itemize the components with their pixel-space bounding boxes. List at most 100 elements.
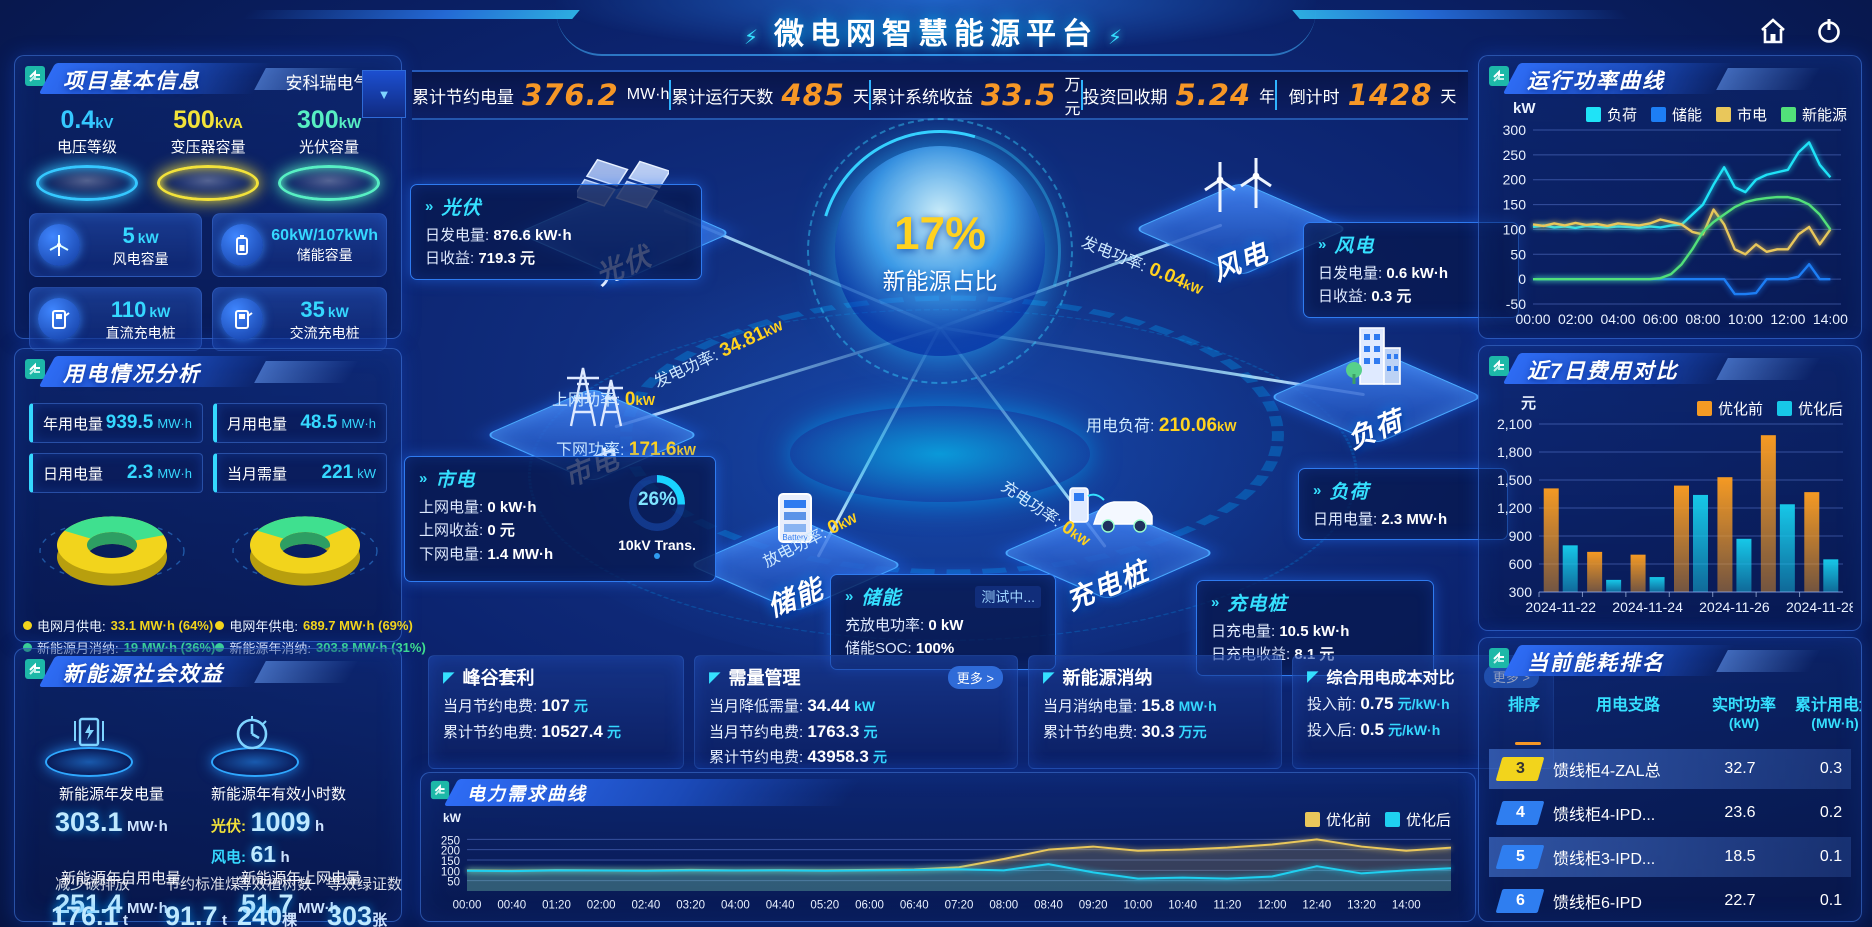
table-row[interactable]: 6 馈线柜6-IPD 22.7 0.1 xyxy=(1489,881,1851,921)
certs-value: 303张 xyxy=(327,901,388,927)
transformer-load-gauge xyxy=(629,475,685,531)
panel-social-benefit: 新能源社会效益 新能源年发电量 303.1 MW·h 新能源年有效小时数 光伏:… xyxy=(14,648,402,927)
legend-item-grid[interactable]: 市电 xyxy=(1715,104,1767,125)
renewable-share-percent: 17% xyxy=(893,207,987,259)
glow-pad xyxy=(45,747,133,777)
load-info-box: » 负荷 日用电量: 2.3 MW·h xyxy=(1298,468,1508,541)
glow-pad xyxy=(157,165,259,201)
legend-swatch xyxy=(1776,401,1792,416)
svg-text:2,100: 2,100 xyxy=(1497,416,1532,432)
transformer-label: 10kV Trans. xyxy=(618,537,696,553)
month-demand-chip: 当月需量 221 kW xyxy=(213,453,387,493)
ac-charger-card: 35 kW 交流充电桩 xyxy=(212,287,387,351)
legend-item-after[interactable]: 优化后 xyxy=(1384,809,1451,830)
node-charger[interactable]: 充电桩 xyxy=(1000,474,1216,629)
energy-flow-diagram: 17% 新能源占比 光伏 风电 市电 负荷 Battery 储能 xyxy=(404,118,1519,676)
panel-corner-icon xyxy=(429,779,451,806)
year-usage-chip: 年用电量 939.5 MW·h xyxy=(29,403,203,443)
legend-swatch xyxy=(1715,107,1731,122)
svg-text:04:00: 04:00 xyxy=(1600,311,1635,327)
header-band-right xyxy=(1292,10,1630,19)
panel-usage-analysis: 用电情况分析 年用电量 939.5 MW·h 月用电量 48.5 MW·h 日用电量 2.… xyxy=(14,348,426,656)
legend-item-load[interactable]: 负荷 xyxy=(1585,104,1637,125)
svg-text:02:00: 02:00 xyxy=(587,900,616,912)
svg-text:100: 100 xyxy=(1503,221,1527,237)
runpower-panel-title: 运行功率曲线 xyxy=(1527,70,1665,93)
flow-feedin-power: 上网功率: 0kW xyxy=(552,389,655,410)
legend-item-storage[interactable]: 储能 xyxy=(1650,104,1702,125)
legend-item-after[interactable]: 优化后 xyxy=(1776,398,1843,419)
dc-charger-card: 110 kW 直流充电桩 xyxy=(29,287,203,351)
hours-label: 新能源年有效小时数 xyxy=(211,786,347,803)
center-pedestal xyxy=(790,406,1090,502)
svg-text:09:20: 09:20 xyxy=(1079,900,1108,912)
legend-swatch xyxy=(1585,107,1601,122)
pv-info-box: » 光伏 日发电量: 876.6 kW·h 日收益: 719.3 元 xyxy=(410,184,702,280)
svg-text:600: 600 xyxy=(1509,556,1533,572)
node-wind[interactable]: 风电 xyxy=(1133,150,1349,305)
col-energy: 累计用电量(MW·h) xyxy=(1794,697,1861,732)
svg-text:14:00: 14:00 xyxy=(1813,311,1848,327)
demand-panel-header: 电力需求曲线 xyxy=(427,777,1469,809)
demand-chart: 250 200 150 100 50 00:00 00:40 01:20 02:00 02:40 0… xyxy=(431,823,1465,920)
panel-header-streak xyxy=(1715,650,1820,672)
legend-item-before[interactable]: 优化前 xyxy=(1304,809,1371,830)
power-icon[interactable] xyxy=(1812,14,1846,48)
col-rank: 排序 xyxy=(1507,697,1540,714)
demand-management-box: ◤ 需量管理 更多 > 当月降低需量: 34.44 kW 当月节约电费: 1763.… xyxy=(694,655,1018,769)
svg-text:00:00: 00:00 xyxy=(1515,311,1550,327)
generation-icon xyxy=(67,711,111,764)
svg-text:-50: -50 xyxy=(1506,296,1526,312)
svg-text:250: 250 xyxy=(441,835,460,847)
lightning-icon: ⚡ xyxy=(1108,27,1129,49)
panel-7day-cost: 近7日费用对比 元 优化前 优化后 2,100 1,800 1,500 1,200 90… xyxy=(1478,345,1862,631)
corner-icon: ◤ xyxy=(1307,668,1319,685)
node-storage[interactable]: Battery 储能 xyxy=(688,486,904,641)
legend-swatch xyxy=(1384,812,1400,827)
panel-header-streak xyxy=(254,661,359,683)
voltage-level-pad: 0.4kV 电压等级 xyxy=(31,106,143,201)
demand-more-button[interactable]: 更多 > xyxy=(947,665,1003,689)
legend-item-before[interactable]: 优化前 xyxy=(1696,398,1763,419)
panel-header-streak xyxy=(1715,358,1820,380)
svg-text:1,500: 1,500 xyxy=(1497,472,1532,488)
wind-capacity-card: 5 kW 风电容量 xyxy=(29,213,203,277)
svg-text:2024-11-22: 2024-11-22 xyxy=(1525,599,1596,615)
renewable-share-caption: 新能源占比 xyxy=(882,268,998,294)
battery-icon xyxy=(221,224,264,266)
panel-corner-icon xyxy=(23,357,47,386)
month-donut-chart xyxy=(27,493,197,616)
battery-cabinet-icon: Battery xyxy=(755,486,835,563)
app-header: ⚡ 微电网智慧能源平台 ⚡ xyxy=(0,0,1872,58)
svg-text:13:20: 13:20 xyxy=(1347,900,1376,912)
panel-project-header: 项目基本信息 安科瑞电气▾ xyxy=(21,60,395,98)
rank-badge: 4 xyxy=(1495,800,1545,825)
kpi-countdown: 倒计时 1428 天 xyxy=(1275,78,1468,112)
coal-value: 91.7 t xyxy=(165,901,228,927)
collapse-button[interactable]: ▼ xyxy=(362,70,406,118)
table-row[interactable]: 3 馈线柜4-ZAL总 32.7 0.3 xyxy=(1489,748,1851,789)
node-grid[interactable]: 市电 xyxy=(484,356,700,511)
legend-swatch xyxy=(1780,107,1796,122)
table-row[interactable]: 4 馈线柜4-IPD... 23.6 0.2 xyxy=(1489,793,1851,833)
svg-text:12:40: 12:40 xyxy=(1302,900,1331,912)
cost7-chart: 2,100 1,800 1,500 1,200 900 600 300 2024-11-22 2… xyxy=(1485,412,1857,627)
to-grid-label: 新能源年上网电量 xyxy=(241,870,362,887)
usage-stats: 年用电量 939.5 MW·h 月用电量 48.5 MW·h 日用电量 2.3 MW·h 当… xyxy=(15,391,401,493)
svg-text:0: 0 xyxy=(1518,271,1526,287)
chevron-right-icon: » xyxy=(845,588,854,605)
storage-info-box: » 储能 测试中... 充放电功率: 0 kW 储能SOC: 100% xyxy=(830,574,1056,670)
home-icon[interactable] xyxy=(1756,14,1790,48)
svg-text:00:40: 00:40 xyxy=(497,900,526,912)
flow-downgrid-power: 下网功率: 171.6kW xyxy=(556,439,696,460)
node-load[interactable]: 负荷 xyxy=(1268,318,1484,473)
rank-badge: 3 xyxy=(1495,756,1545,781)
ev-charger-icon xyxy=(1052,474,1162,551)
legend-item-renew[interactable]: 新能源 xyxy=(1780,104,1847,125)
gauge-dot xyxy=(654,553,660,559)
corner-icon: ◤ xyxy=(443,669,455,686)
panel-benefit-title: 新能源社会效益 xyxy=(63,663,224,686)
clock-icon xyxy=(229,711,275,762)
legend-swatch xyxy=(1304,812,1320,827)
table-row[interactable]: 5 馈线柜3-IPD... 18.5 0.1 xyxy=(1489,836,1851,877)
